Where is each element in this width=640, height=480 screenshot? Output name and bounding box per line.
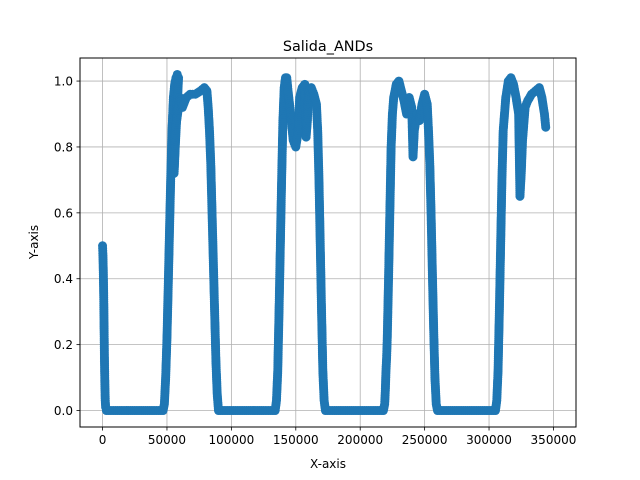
- x-tick-label: 350000: [531, 433, 577, 447]
- x-axis-ticks: 0 50000 100000 150000 200000 250000 300000 3500…: [99, 427, 577, 447]
- y-tick-label: 0.2: [54, 338, 73, 352]
- x-tick-label: 100000: [208, 433, 254, 447]
- x-tick-label: 250000: [402, 433, 448, 447]
- y-tick-label: 0.6: [54, 206, 73, 220]
- plot-frame: [79, 57, 577, 428]
- y-tick-label: 0.4: [54, 272, 73, 286]
- data-points: [98, 69, 551, 416]
- x-axis-label: X-axis: [310, 457, 346, 471]
- y-tick-label: 1.0: [54, 75, 73, 89]
- data-point: [541, 122, 551, 132]
- x-tick-label: 200000: [337, 433, 383, 447]
- x-tick-label: 0: [99, 433, 107, 447]
- x-tick-label: 50000: [148, 433, 186, 447]
- x-tick-label: 150000: [273, 433, 319, 447]
- y-axis-label: Y-axis: [27, 225, 41, 260]
- x-tick-label: 300000: [466, 433, 512, 447]
- y-tick-label: 0.8: [54, 140, 73, 154]
- chart-title: Salida_ANDs: [283, 39, 373, 55]
- y-tick-label: 0.0: [54, 404, 73, 418]
- y-axis-ticks: 0.0 0.2 0.4 0.6 0.8 1.0: [54, 75, 80, 418]
